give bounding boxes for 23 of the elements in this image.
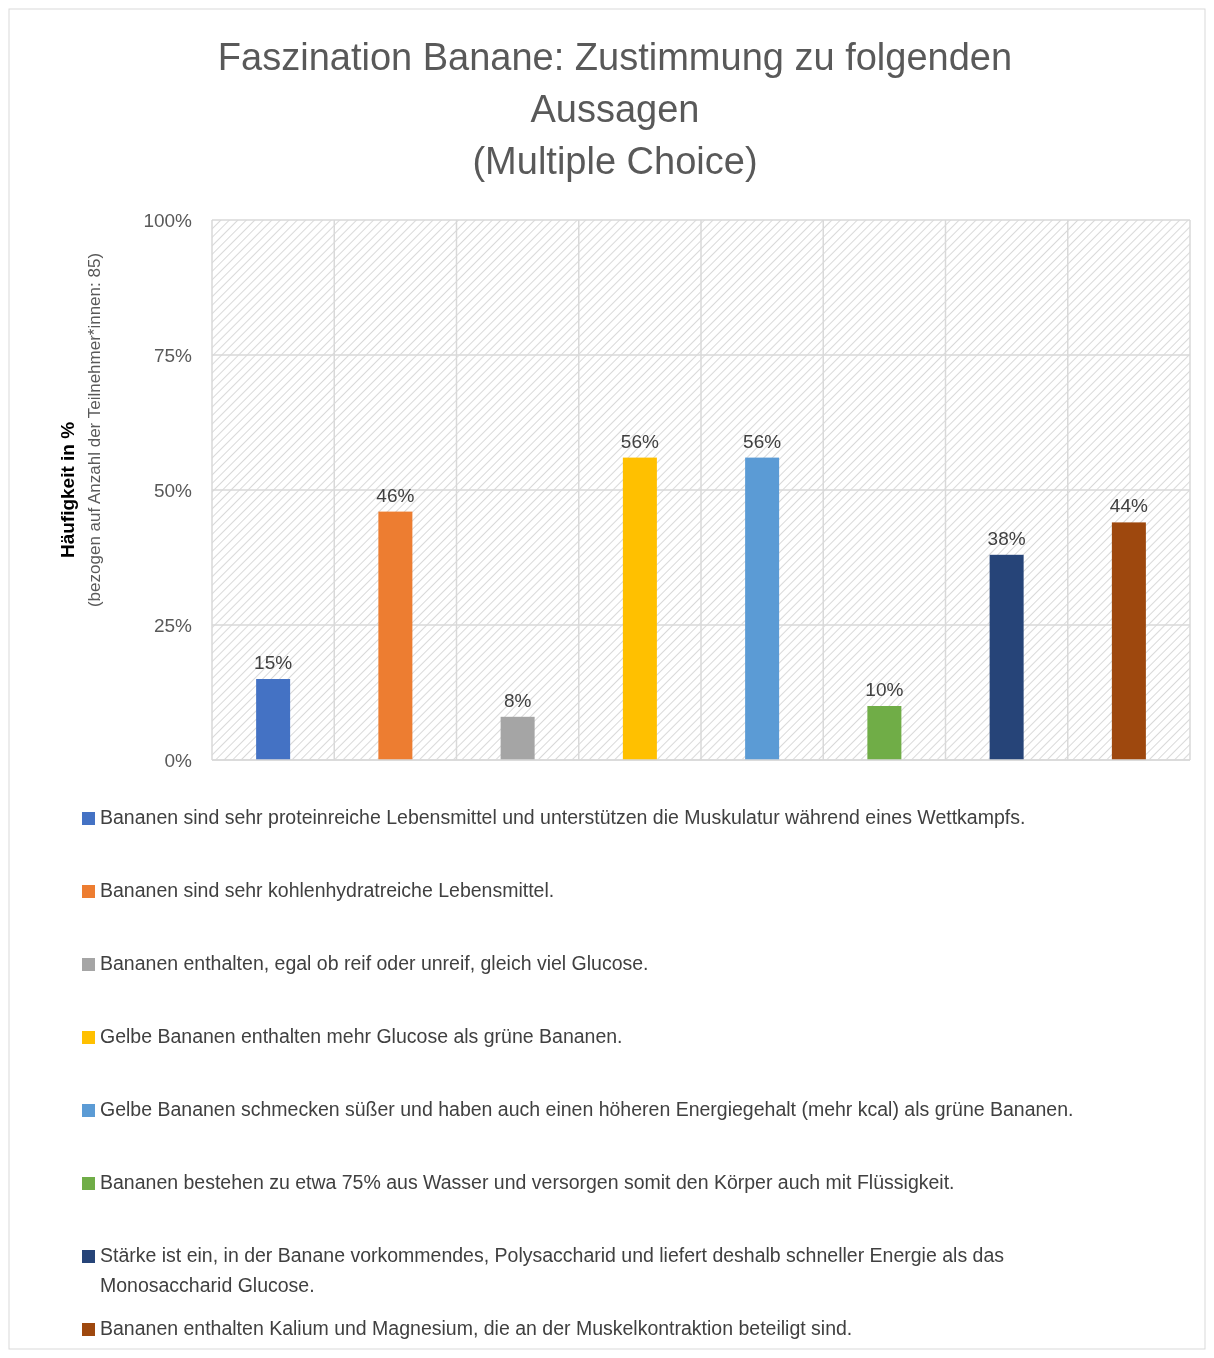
legend-label: Bananen bestehen zu etwa 75% aus Wasser und versorgen somit den Körper auch mit Flüssigkeit. xyxy=(100,1171,955,1193)
data-label: 10% xyxy=(865,679,904,700)
legend-label: Gelbe Bananen schmecken süßer und haben auch einen höheren Energiegehalt (mehr kcal) als grüne Bananen. xyxy=(100,1098,1074,1120)
legend-label: Bananen enthalten Kalium und Magnesium, die an der Muskelkontraktion beteiligt sind. xyxy=(100,1317,853,1339)
legend-label: Bananen enthalten, egal ob reif oder unreif, gleich viel Glucose. xyxy=(100,952,649,974)
legend-label: Bananen sind sehr kohlenhydratreiche Lebensmittel. xyxy=(100,879,555,901)
y-tick-label: 0% xyxy=(164,750,193,771)
data-label: 56% xyxy=(620,430,659,452)
data-label: 56% xyxy=(743,430,782,452)
data-label: 46% xyxy=(376,484,415,506)
data-label: 8% xyxy=(503,689,532,711)
data-label: 15% xyxy=(254,652,293,673)
legend-label: Bananen sind sehr proteinreiche Lebensmittel und unterstützen die Muskulatur während eines Wettkampfs. xyxy=(100,806,1026,828)
chart-title: Faszination Banane: Zustimmung zu folgenden Aussagen (Multiple Choice) xyxy=(217,36,1013,182)
legend-label: Stärke ist ein, in der Banane vorkommendes, Polysaccharid und liefert deshalb schneller Energie als das Monosaccharid Glucose. xyxy=(100,1244,1005,1296)
y-axis-title: Häufigkeit in % (bezogen auf Anzahl der Teilnehmer*innen: 85) xyxy=(57,252,104,608)
data-label: 38% xyxy=(987,527,1026,549)
y-tick-label: 50% xyxy=(153,480,193,501)
y-tick-label: 75% xyxy=(153,345,193,366)
legend-label: Gelbe Bananen enthalten mehr Glucose als grüne Bananen. xyxy=(100,1025,623,1047)
y-tick-label: 25% xyxy=(153,615,193,636)
data-label: 44% xyxy=(1109,495,1148,517)
y-tick-label: 100% xyxy=(143,210,193,231)
